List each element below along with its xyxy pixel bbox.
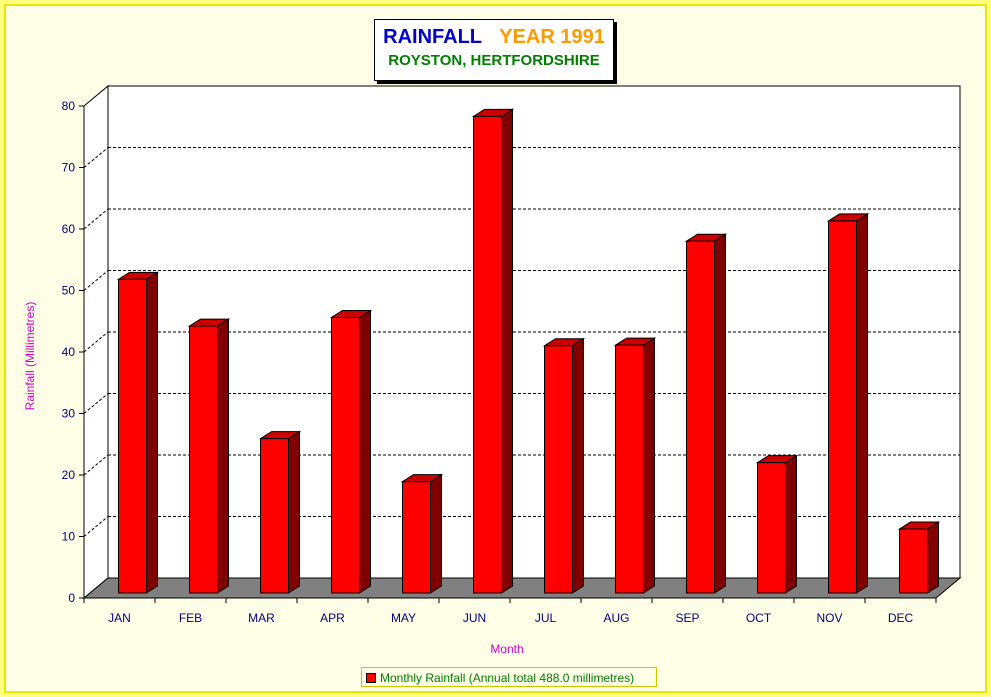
gridline-diagonal: [83, 270, 109, 291]
bar-side: [643, 337, 655, 594]
legend-swatch-icon: [366, 673, 376, 683]
bar-side: [217, 318, 229, 594]
bar: [686, 240, 715, 594]
bar: [544, 345, 573, 594]
bar-side: [359, 309, 371, 594]
y-axis-label: Rainfall (Millimetres): [23, 302, 37, 411]
x-tick-label: APR: [320, 611, 345, 625]
legend-label: Monthly Rainfall (Annual total 488.0 mil…: [380, 671, 635, 685]
bar-side: [785, 454, 797, 594]
y-tick-label: 60: [62, 222, 76, 236]
bar-side: [927, 521, 939, 594]
bar-side: [856, 213, 868, 594]
y-tick-label: 10: [62, 530, 76, 544]
gridline-diagonal: [83, 516, 109, 537]
y-tick-label: 0: [68, 591, 75, 605]
bar: [473, 115, 502, 594]
x-tick-label: JUL: [535, 611, 557, 625]
chart-title-box: RAINFALL YEAR 1991 ROYSTON, HERTFORDSHIR…: [374, 19, 614, 81]
x-tick-label: MAY: [391, 611, 416, 625]
gridline-diagonal: [83, 393, 109, 414]
chart-legend: Monthly Rainfall (Annual total 488.0 mil…: [361, 667, 657, 687]
bar-side: [572, 337, 584, 594]
gridline-diagonal: [83, 147, 109, 168]
x-tick-label: NOV: [816, 611, 842, 625]
y-tick-label: 40: [62, 345, 76, 359]
gridline-diagonal: [83, 208, 109, 230]
x-tick-label: JUN: [463, 611, 486, 625]
y-tick-label: 80: [62, 99, 76, 113]
chart-title: RAINFALL: [383, 26, 482, 48]
y-tick-label: 50: [62, 284, 76, 298]
bar: [828, 220, 857, 594]
x-tick-label: JAN: [108, 611, 131, 625]
bar-side: [430, 473, 442, 594]
x-tick-label: DEC: [888, 611, 914, 625]
y-tick-label: 20: [62, 468, 76, 482]
chart-subtitle: ROYSTON, HERTFORDSHIRE: [388, 52, 600, 69]
bar-side: [501, 108, 513, 594]
bar: [189, 325, 218, 594]
bar-side: [288, 430, 300, 594]
bar-side: [146, 271, 158, 594]
x-tick-label: MAR: [248, 611, 275, 625]
bar: [899, 528, 928, 594]
x-tick-label: SEP: [675, 611, 699, 625]
chart-title-line: RAINFALL YEAR 1991: [375, 26, 613, 49]
bar: [615, 344, 644, 594]
bar: [757, 462, 786, 594]
bar: [331, 316, 360, 594]
x-tick-label: AUG: [603, 611, 629, 625]
x-tick-label: FEB: [179, 611, 202, 625]
bar: [118, 278, 147, 594]
bar: [402, 481, 431, 594]
gridline-diagonal: [83, 331, 109, 353]
x-axis-label: Month: [490, 642, 523, 656]
bar: [260, 438, 289, 594]
y-tick-label: 70: [62, 161, 76, 175]
bar-side: [714, 233, 726, 594]
chart-title-year: YEAR 1991: [499, 26, 605, 48]
x-tick-label: OCT: [746, 611, 772, 625]
y-tick-label: 30: [62, 407, 76, 421]
gridline-diagonal: [83, 454, 109, 476]
